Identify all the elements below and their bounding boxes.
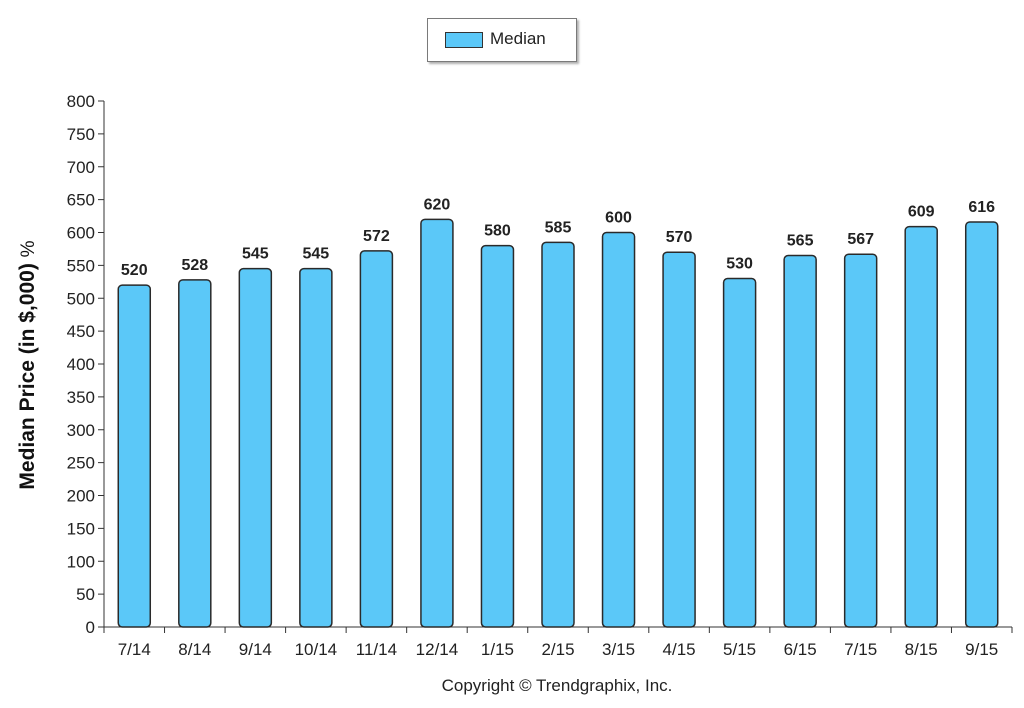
y-tick-label: 600 (67, 224, 95, 243)
bar (117, 284, 152, 628)
y-tick-label: 650 (67, 191, 95, 210)
y-tick-label: 300 (67, 421, 95, 440)
y-axis-title: Median Price (in $,000) % (16, 240, 40, 489)
y-tick-label: 400 (67, 355, 95, 374)
y-tick-label: 350 (67, 388, 95, 407)
x-tick-label: 8/15 (905, 640, 938, 659)
data-label: 520 (121, 262, 148, 279)
y-tick-label: 200 (67, 487, 95, 506)
y-axis-title-text: Median Price (in $,000) (16, 263, 39, 490)
data-label: 609 (908, 204, 935, 221)
y-tick-label: 500 (67, 289, 95, 308)
x-tick-label: 9/14 (239, 640, 272, 659)
data-label: 545 (303, 246, 330, 263)
bars (117, 218, 999, 628)
bar (843, 253, 878, 628)
y-axis: 0 50 100 150 200 250 300 350 400 450 500 550 600 650 7… (67, 92, 105, 637)
data-label: 585 (545, 219, 572, 236)
legend-label: Median (490, 29, 546, 48)
x-tick-label: 11/14 (356, 640, 397, 659)
y-tick-label: 700 (67, 158, 95, 177)
x-tick-label: 5/15 (723, 640, 756, 659)
value-labels: 520 528 545 545 572 620 580 585 600 570 530 565 567 6… (121, 196, 995, 279)
bar (420, 218, 454, 628)
bar (480, 244, 515, 628)
x-tick-label: 6/15 (784, 640, 817, 659)
data-label: 620 (424, 196, 451, 213)
data-label: 545 (242, 246, 269, 263)
y-axis-title-unit: % (18, 240, 39, 258)
bar (238, 267, 273, 628)
y-tick-label: 150 (67, 519, 95, 538)
x-tick-label: 8/14 (178, 640, 211, 659)
data-label: 570 (666, 229, 693, 246)
data-label: 565 (787, 233, 814, 250)
x-tick-label: 7/15 (844, 640, 877, 659)
data-label: 600 (605, 210, 632, 227)
x-tick-label: 4/15 (663, 640, 696, 659)
y-tick-label: 50 (76, 585, 95, 604)
bar (783, 254, 817, 628)
bar (904, 225, 938, 628)
bar (541, 241, 575, 628)
bar (299, 267, 333, 628)
y-tick-label: 450 (67, 322, 95, 341)
bar (662, 251, 696, 628)
data-label: 616 (968, 199, 995, 216)
bar (964, 221, 999, 628)
x-tick-label: 3/15 (602, 640, 635, 659)
data-label: 530 (726, 256, 753, 273)
y-tick-label: 750 (67, 125, 95, 144)
data-label: 528 (181, 257, 208, 274)
x-tick-label: 12/14 (416, 640, 459, 659)
x-tick-label: 2/15 (541, 640, 574, 659)
bar (601, 231, 636, 628)
copyright-text: Copyright © Trendgraphix, Inc. (441, 676, 673, 695)
bar (359, 250, 394, 628)
x-tick-label: 10/14 (295, 640, 338, 659)
y-tick-label: 100 (67, 552, 95, 571)
x-tick-label: 7/14 (118, 640, 151, 659)
x-tick-label: 9/15 (965, 640, 998, 659)
y-tick-label: 550 (67, 256, 95, 275)
data-label: 567 (847, 231, 874, 248)
x-tick-label: 1/15 (481, 640, 514, 659)
bar (722, 277, 757, 628)
legend: Median (427, 18, 577, 62)
data-label: 572 (363, 228, 390, 245)
y-tick-label: 0 (86, 618, 95, 637)
y-tick-label: 800 (67, 92, 95, 111)
y-tick-label: 250 (67, 454, 95, 473)
bar (178, 279, 212, 628)
data-label: 580 (484, 223, 511, 240)
legend-swatch (445, 32, 483, 48)
x-axis: 7/14 8/14 9/14 10/14 11/14 12/14 1/15 2/15 3/15 4… (103, 626, 1013, 659)
